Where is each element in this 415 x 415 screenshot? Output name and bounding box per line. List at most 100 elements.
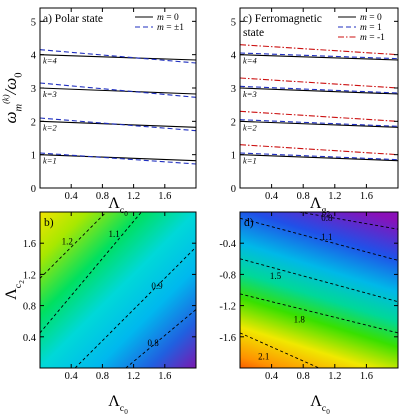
- panel-b-frame: [39, 211, 197, 369]
- panel-b-contour-label: 0.9: [151, 281, 163, 291]
- panel-b-xlabel-text: Λc0: [108, 393, 128, 415]
- panel-c-series-line: [239, 54, 399, 61]
- panel-b-ytick-label: 0.4: [23, 333, 37, 344]
- panel-b-contour-line: [125, 309, 196, 368]
- panel-a-level-label: k=3: [43, 89, 57, 99]
- panel-c-series-line: [239, 120, 399, 128]
- panel-a-xtick-label: 0.4: [65, 191, 79, 202]
- panel-c-series-line: [239, 87, 399, 95]
- panel-b-contour-label: 1.2: [62, 237, 73, 247]
- panel-b-xlabel: Λc0: [108, 393, 128, 415]
- panel-c-legend-label: m = 0: [360, 13, 382, 23]
- panel-d-ytick-label: -0.4: [219, 239, 236, 250]
- panel-a-annotation: a) Polar state: [43, 13, 103, 25]
- panel-a-series-line: [39, 87, 197, 95]
- panel-b-annotation: b): [44, 217, 54, 229]
- panel-d-contour-label: 2.1: [258, 351, 269, 361]
- panel-b-contour-label: 1.1: [108, 229, 119, 239]
- panel-b-ytick-label: 1.2: [23, 270, 36, 281]
- panel-b-ytick-label: 0.8: [23, 302, 36, 313]
- panel-b-contour-line: [40, 212, 107, 279]
- panel-a-legend-label: m = 0: [157, 13, 179, 23]
- panel-b-heatmap: [40, 212, 196, 368]
- panel-d-heatmap: [240, 212, 398, 368]
- panel-b-xtick-label: 0.4: [65, 371, 79, 382]
- panel-a-series-line: [39, 154, 197, 162]
- panel-a-ytick-label: 5: [31, 17, 36, 28]
- panel-b-xtick-label: 1.2: [127, 371, 140, 382]
- panel-d-annotation: d): [244, 217, 254, 229]
- panel-c-ytick-label: 1: [231, 151, 236, 162]
- panel-d-contour-line: [240, 332, 320, 368]
- panel-c-series-line: [239, 154, 399, 162]
- panel-c-series-line: [239, 85, 399, 94]
- panel-b-xtick-label: 0.8: [96, 371, 109, 382]
- panel-d-ytick-label: -0.8: [219, 270, 236, 281]
- panel-a-ytick-label: 1: [31, 151, 36, 162]
- panel-b-contour-line: [40, 212, 142, 334]
- panel-d-xtick-label: 1.6: [360, 371, 373, 382]
- panel-d-ytick-label: -1.6: [219, 333, 236, 344]
- panel-a-frame: [39, 7, 197, 189]
- panel-a-ytick-label: 4: [31, 51, 37, 62]
- panel-d-contour-label: 0.8: [321, 213, 333, 223]
- panel-c-legend-label: m = -1: [360, 33, 385, 43]
- panel-c-ytick-label: 4: [231, 51, 237, 62]
- panel-a-level-label: k=1: [43, 156, 57, 166]
- panel-c-series-line: [239, 77, 399, 89]
- panel-a-ytick-label: 0: [31, 184, 36, 195]
- panel-a-level-label: k=4: [43, 56, 58, 66]
- panel-b-xtick-label: 1.6: [158, 371, 171, 382]
- panel-a-series-line: [39, 54, 197, 61]
- panel-a-series-line: [39, 117, 197, 132]
- panel-d-xtick-label: 0.4: [265, 371, 279, 382]
- panel-c-annotation: state: [243, 27, 264, 39]
- panel-a-xtick-label: 1.6: [158, 191, 171, 202]
- panel-c-level-label: k=2: [243, 122, 258, 132]
- panel-b-contour-line: [74, 246, 196, 368]
- panel-a-series-line: [39, 82, 197, 98]
- panel-c-frame: [239, 7, 399, 189]
- panel-c-xtick-label: 0.8: [297, 191, 310, 202]
- panel-d-plot-area: 0.8 1.1 1.5 1.8 2.1: [240, 212, 398, 368]
- panel-d-contour-label: 1.1: [321, 232, 332, 242]
- panel-d-ytick-label: -1.2: [219, 302, 236, 313]
- panel-a-xlabel: Λc0: [108, 195, 128, 218]
- panel-a-xlabel-text: Λc0: [108, 195, 128, 218]
- panel-a-xtick-label: 1.2: [127, 191, 140, 202]
- panel-c-series-line: [239, 44, 399, 56]
- panel-c-ytick-label: 2: [231, 117, 236, 128]
- panel-d-xlabel-text: Λc0: [310, 393, 330, 415]
- panel-c-xtick-label: 1.2: [328, 191, 341, 202]
- panel-c-level-label: k=3: [243, 89, 257, 99]
- panel-c-xlabel: Λg2: [310, 195, 331, 218]
- panel-d-contour-label: 1.8: [294, 315, 306, 325]
- panel-d-xtick-label: 1.2: [328, 371, 341, 382]
- panel-c-series-line: [239, 110, 399, 122]
- panel-c-series-line: [239, 52, 399, 60]
- panel-a-xtick-label: 0.8: [96, 191, 109, 202]
- panels-layer: 0.4 0.8 1.2 1.6 0 1 2 3 4 5 k=1 k=2 k=3 k=4 a) Polar s…: [1, 7, 399, 415]
- panel-d-xtick-label: 0.8: [297, 371, 310, 382]
- panel-a-series-line: [39, 49, 197, 64]
- panel-d-xlabel: Λc0: [310, 393, 330, 415]
- panel-a-ylabel-text: ωm(k)/ω0: [1, 72, 25, 123]
- panel-c-xtick-label: 0.4: [265, 191, 279, 202]
- panel-b-ytick-label: 1.6: [23, 239, 36, 250]
- panel-c-ytick-label: 0: [231, 184, 236, 195]
- panel-c-level-label: k=1: [243, 156, 257, 166]
- panel-b-plot-area: 1.2 1.1 0.9 0.8: [40, 212, 196, 368]
- panel-c-level-label: k=4: [243, 56, 258, 66]
- panel-c-ytick-label: 5: [231, 17, 236, 28]
- panel-c-ytick-label: 3: [231, 84, 236, 95]
- panel-b-ylabel: Λc2: [3, 280, 26, 300]
- panel-c-series-line: [239, 152, 399, 161]
- panel-d-frame: [239, 211, 399, 369]
- panel-a-ytick-label: 2: [31, 117, 36, 128]
- panel-a-series-line: [39, 120, 197, 128]
- panel-d-contour-line: [299, 212, 398, 230]
- panel-a-level-label: k=2: [43, 122, 58, 132]
- panel-c-annotation: c) Ferromagnetic: [243, 13, 322, 25]
- panel-a-series-line: [39, 152, 197, 165]
- panel-c-xlabel-text: Λg2: [310, 195, 331, 218]
